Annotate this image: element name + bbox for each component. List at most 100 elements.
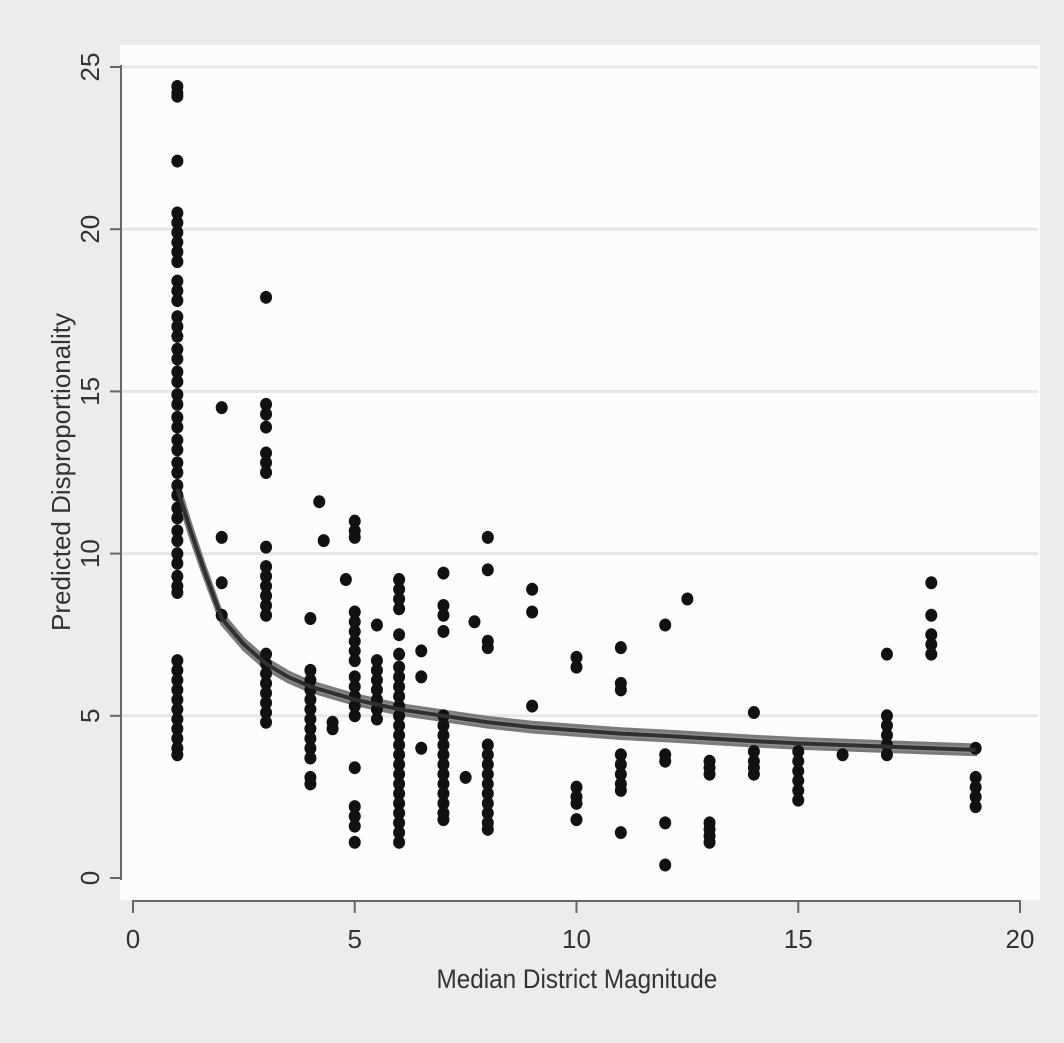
data-point <box>348 761 361 775</box>
data-point <box>171 420 184 434</box>
data-point <box>969 780 982 794</box>
data-point <box>171 712 184 726</box>
data-point <box>171 702 184 716</box>
data-point <box>171 466 184 479</box>
data-point <box>171 375 184 389</box>
data-point <box>836 748 849 762</box>
x-tick-label: 10 <box>562 924 591 954</box>
data-point <box>792 774 805 788</box>
data-point <box>481 787 494 801</box>
data-point <box>171 534 184 548</box>
data-point <box>171 388 184 402</box>
data-point <box>171 654 184 668</box>
data-point <box>171 154 184 168</box>
data-point <box>659 816 672 830</box>
data-point <box>339 573 352 587</box>
data-point <box>437 728 450 742</box>
data-point <box>437 566 450 580</box>
data-point <box>393 767 406 781</box>
data-point <box>880 728 893 742</box>
data-point <box>171 732 184 746</box>
data-point <box>171 410 184 424</box>
data-point <box>459 770 472 784</box>
data-point <box>171 294 184 308</box>
data-point <box>171 342 184 356</box>
data-point <box>570 796 583 810</box>
data-point <box>171 547 184 561</box>
data-point <box>437 767 450 781</box>
data-point <box>437 777 450 791</box>
data-point <box>792 793 805 807</box>
data-point <box>260 290 273 304</box>
data-point <box>659 858 672 872</box>
data-point <box>681 592 694 606</box>
data-point <box>171 524 184 538</box>
data-point <box>481 806 494 820</box>
data-point <box>171 511 184 525</box>
data-point <box>393 728 406 742</box>
data-point <box>171 456 184 470</box>
data-point <box>393 689 406 703</box>
data-point <box>481 777 494 791</box>
data-point <box>393 806 406 820</box>
data-point <box>348 615 361 629</box>
x-axis-label: Median District Magnitude <box>437 965 718 994</box>
data-point <box>481 641 494 655</box>
data-point <box>260 647 273 661</box>
data-point <box>370 663 383 677</box>
x-tick-label: 0 <box>126 924 140 954</box>
x-tick-label: 5 <box>348 924 362 954</box>
data-point <box>348 809 361 823</box>
data-point <box>393 680 406 694</box>
data-point <box>171 569 184 583</box>
data-point <box>260 466 273 479</box>
y-tick-label: 20 <box>75 215 105 244</box>
data-point <box>370 618 383 632</box>
y-tick-label: 0 <box>75 871 105 885</box>
data-point <box>393 709 406 723</box>
data-point <box>348 634 361 648</box>
data-point <box>393 757 406 771</box>
data-point <box>437 599 450 613</box>
x-tick-label: 20 <box>1006 924 1035 954</box>
data-point <box>481 757 494 771</box>
data-point <box>370 673 383 687</box>
data-point <box>792 764 805 778</box>
data-point <box>393 592 406 606</box>
data-point <box>171 693 184 707</box>
data-point <box>348 670 361 684</box>
data-point <box>171 310 184 324</box>
data-point <box>437 624 450 638</box>
data-point <box>969 800 982 814</box>
data-point <box>393 670 406 684</box>
data-point <box>317 534 330 548</box>
data-point <box>304 611 317 625</box>
data-point <box>880 719 893 733</box>
y-axis-label: Predicted Disproportionality <box>46 313 76 631</box>
data-point <box>171 284 184 298</box>
data-point <box>348 699 361 713</box>
data-point <box>171 329 184 343</box>
data-point <box>481 738 494 752</box>
data-point <box>171 274 184 288</box>
data-point <box>348 605 361 619</box>
data-point <box>260 667 273 681</box>
data-point <box>437 787 450 801</box>
data-point <box>348 654 361 668</box>
data-point <box>260 420 273 434</box>
data-point <box>260 397 273 411</box>
data-point <box>215 530 228 544</box>
data-point <box>468 615 481 629</box>
y-tick-label: 15 <box>75 377 105 406</box>
data-point <box>171 748 184 762</box>
data-point <box>304 751 317 765</box>
data-points <box>171 79 982 872</box>
data-point <box>260 706 273 720</box>
data-point <box>614 826 627 840</box>
data-point <box>171 225 184 239</box>
data-point <box>171 663 184 677</box>
data-point <box>260 569 273 583</box>
data-point <box>393 787 406 801</box>
data-point <box>348 835 361 849</box>
data-point <box>304 693 317 707</box>
